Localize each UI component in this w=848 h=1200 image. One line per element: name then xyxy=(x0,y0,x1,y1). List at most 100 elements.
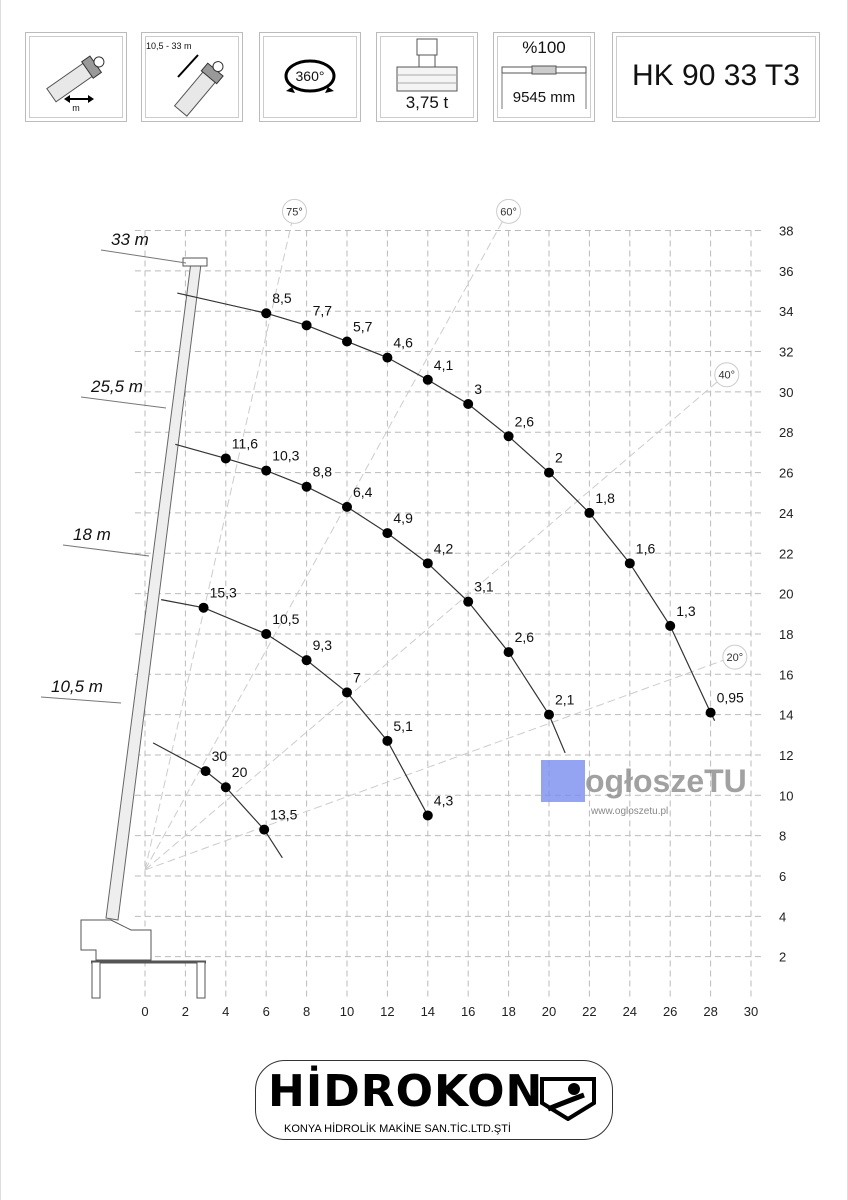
boom-length-leader xyxy=(62,544,150,557)
load-value-label: 7 xyxy=(353,669,361,685)
load-point xyxy=(705,707,716,718)
outrigger-leg xyxy=(91,961,101,999)
boom-length-label: 33 m xyxy=(111,230,149,249)
load-value-label: 3 xyxy=(474,381,482,397)
load-value-label: 8,8 xyxy=(313,464,333,480)
angle-label: 20° xyxy=(727,652,744,664)
load-point xyxy=(200,766,211,777)
company-name: KONYA HİDROLİK MAKİNE SAN.TİC.LTD.ŞTİ xyxy=(284,1123,511,1135)
angle-badge xyxy=(496,198,522,224)
extension-label: m xyxy=(72,103,80,113)
load-point xyxy=(342,687,352,698)
outrigger-span: 9545 mm xyxy=(512,89,576,106)
x-tick-label: 26 xyxy=(663,1004,677,1019)
load-point xyxy=(503,647,514,658)
header-box-outrigger: %100 9545 mm xyxy=(493,32,595,122)
load-value-label: 1,6 xyxy=(636,540,656,556)
load-point xyxy=(584,507,595,518)
y-tick-label: 34 xyxy=(779,304,793,319)
y-tick-label: 32 xyxy=(779,345,793,360)
header-box-rotation: 360° xyxy=(259,32,361,122)
watermark-brand: ogłoszeTU xyxy=(585,763,747,799)
x-tick-label: 2 xyxy=(182,1004,189,1019)
load-point xyxy=(220,782,231,793)
x-tick-label: 20 xyxy=(542,1004,556,1019)
load-value-label: 5,7 xyxy=(353,318,373,334)
load-point xyxy=(342,336,352,347)
x-tick-label: 30 xyxy=(744,1004,758,1019)
x-tick-label: 6 xyxy=(263,1004,270,1019)
angle-badge xyxy=(714,362,740,388)
x-tick-label: 24 xyxy=(623,1004,637,1019)
load-value-label: 3,1 xyxy=(474,579,494,595)
header-box-weight: 3,75 t xyxy=(376,32,478,122)
angle-badge xyxy=(722,644,748,670)
y-tick-label: 10 xyxy=(779,788,793,803)
outrigger-leg xyxy=(196,961,206,999)
model-title: HK 90 33 T3 xyxy=(632,59,800,92)
load-value-label: 4,3 xyxy=(434,792,454,808)
y-tick-label: 4 xyxy=(779,909,786,924)
boom-length-label: 18 m xyxy=(73,525,111,544)
y-tick-label: 14 xyxy=(779,708,793,723)
load-value-label: 20 xyxy=(232,764,248,780)
y-tick-label: 2 xyxy=(779,950,786,965)
load-value-label: 30 xyxy=(212,748,228,764)
angle-label: 40° xyxy=(718,370,735,382)
load-point xyxy=(544,709,554,720)
load-value-label: 6,4 xyxy=(353,484,373,500)
load-value-label: 10,3 xyxy=(272,448,299,464)
header-box-extension: m xyxy=(25,32,127,122)
outrigger-percent: %100 xyxy=(522,38,566,57)
x-tick-label: 4 xyxy=(222,1004,229,1019)
y-tick-label: 20 xyxy=(779,587,793,602)
y-tick-label: 22 xyxy=(779,546,793,561)
boom-length-leader xyxy=(80,396,167,409)
x-tick-label: 12 xyxy=(380,1004,394,1019)
load-point xyxy=(503,431,514,442)
load-point xyxy=(463,596,474,607)
hand-shield-icon xyxy=(540,1077,596,1121)
y-tick-label: 24 xyxy=(779,506,793,521)
load-point xyxy=(261,308,272,319)
x-tick-label: 22 xyxy=(582,1004,596,1019)
boom-length-icon xyxy=(173,54,224,117)
angle-line xyxy=(144,210,510,871)
boom-extension-icon xyxy=(46,55,105,103)
boom-length-label: 25,5 m xyxy=(90,377,143,396)
load-value-label: 1,3 xyxy=(676,603,696,619)
x-tick-label: 8 xyxy=(303,1004,310,1019)
load-value-label: 10,5 xyxy=(272,611,299,627)
load-point xyxy=(198,602,209,613)
boom-length-label: 10,5 - 33 m xyxy=(146,41,192,51)
load-value-label: 8,5 xyxy=(272,290,292,306)
load-value-label: 15,3 xyxy=(210,585,237,601)
boom-length-label: 10,5 m xyxy=(51,677,103,696)
load-value-label: 2 xyxy=(555,450,563,466)
load-value-label: 13,5 xyxy=(270,807,297,823)
load-value-label: 4,6 xyxy=(393,335,413,351)
load-point xyxy=(261,465,272,476)
load-curve xyxy=(177,292,716,721)
boom-length-leader xyxy=(100,249,187,264)
load-value-label: 0,95 xyxy=(717,690,744,706)
load-point xyxy=(382,528,393,539)
load-point xyxy=(259,824,270,835)
load-value-label: 4,2 xyxy=(434,540,454,556)
x-tick-label: 16 xyxy=(461,1004,475,1019)
load-value-label: 4,9 xyxy=(393,510,413,526)
watermark-logo-icon xyxy=(541,760,585,802)
brand-name: HİDROKON xyxy=(268,1066,544,1117)
angle-label: 75° xyxy=(286,206,303,218)
footer-logo: HİDROKON KONYA HİDROLİK MAKİNE SAN.TİC.L… xyxy=(255,1060,613,1140)
angle-label: 60° xyxy=(500,206,517,218)
load-point xyxy=(665,620,676,631)
angle-line xyxy=(144,655,736,871)
load-point xyxy=(544,467,554,478)
y-tick-label: 30 xyxy=(779,385,793,400)
weight-label: 3,75 t xyxy=(405,93,449,112)
x-tick-label: 18 xyxy=(501,1004,515,1019)
x-tick-label: 14 xyxy=(421,1004,435,1019)
boom xyxy=(105,261,202,921)
